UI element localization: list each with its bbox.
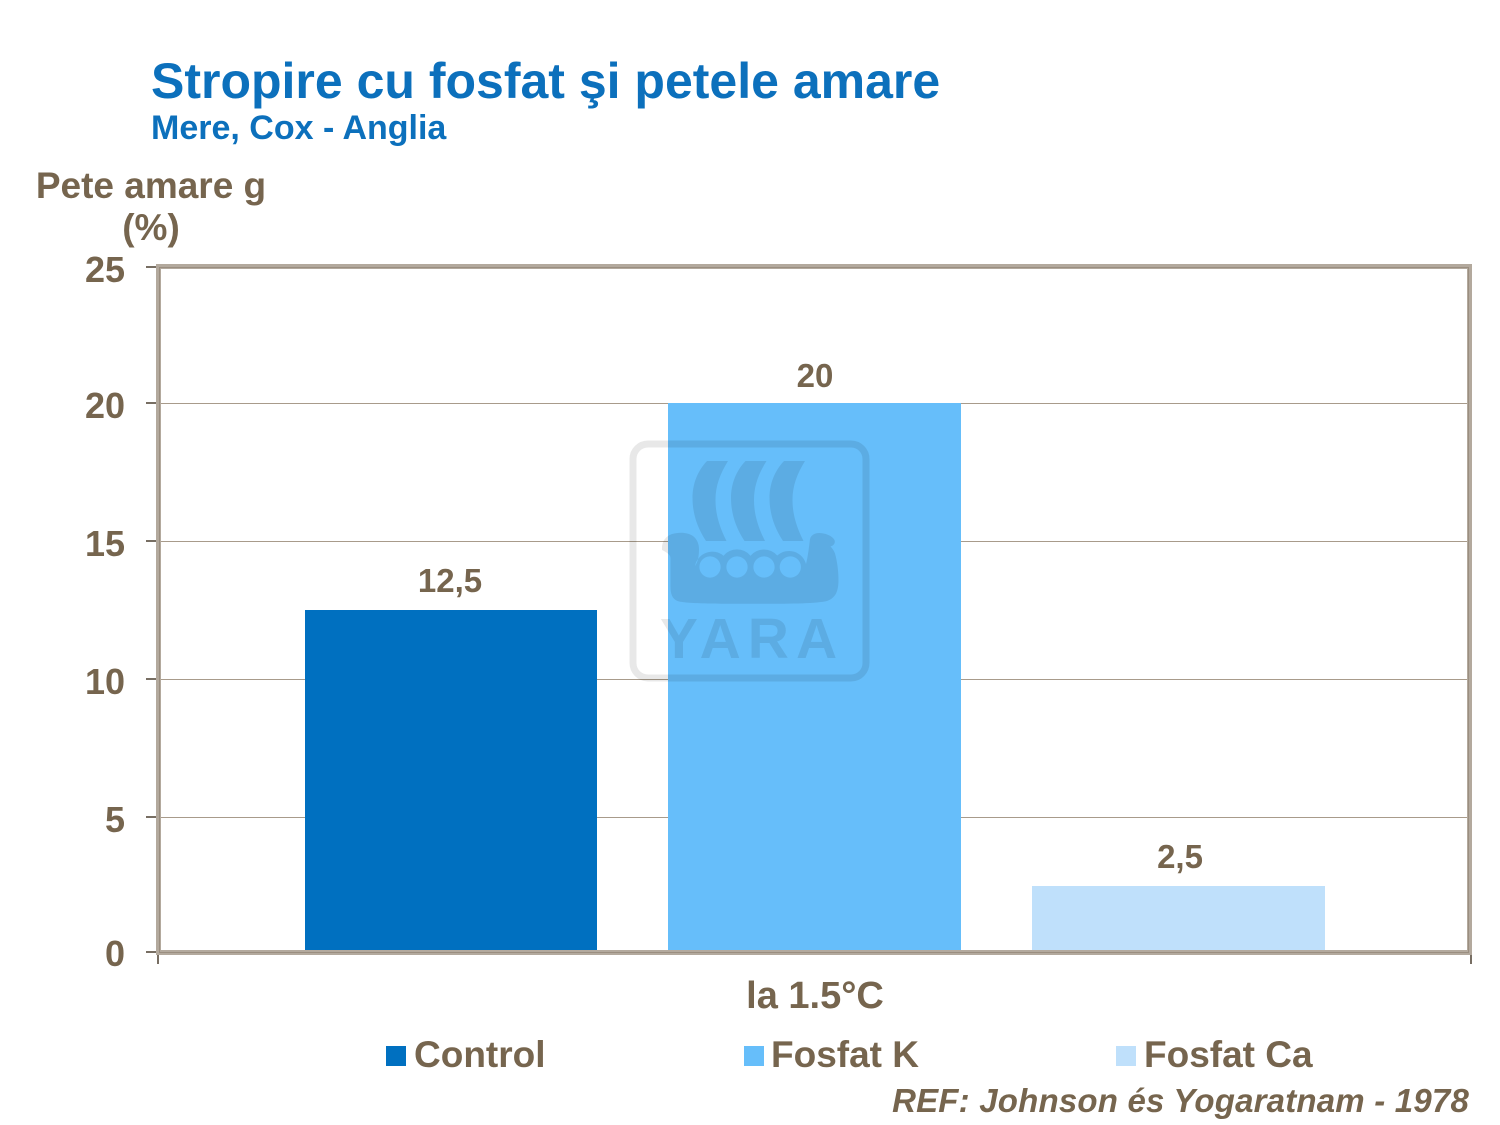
svg-text:YARA: YARA — [660, 607, 844, 671]
